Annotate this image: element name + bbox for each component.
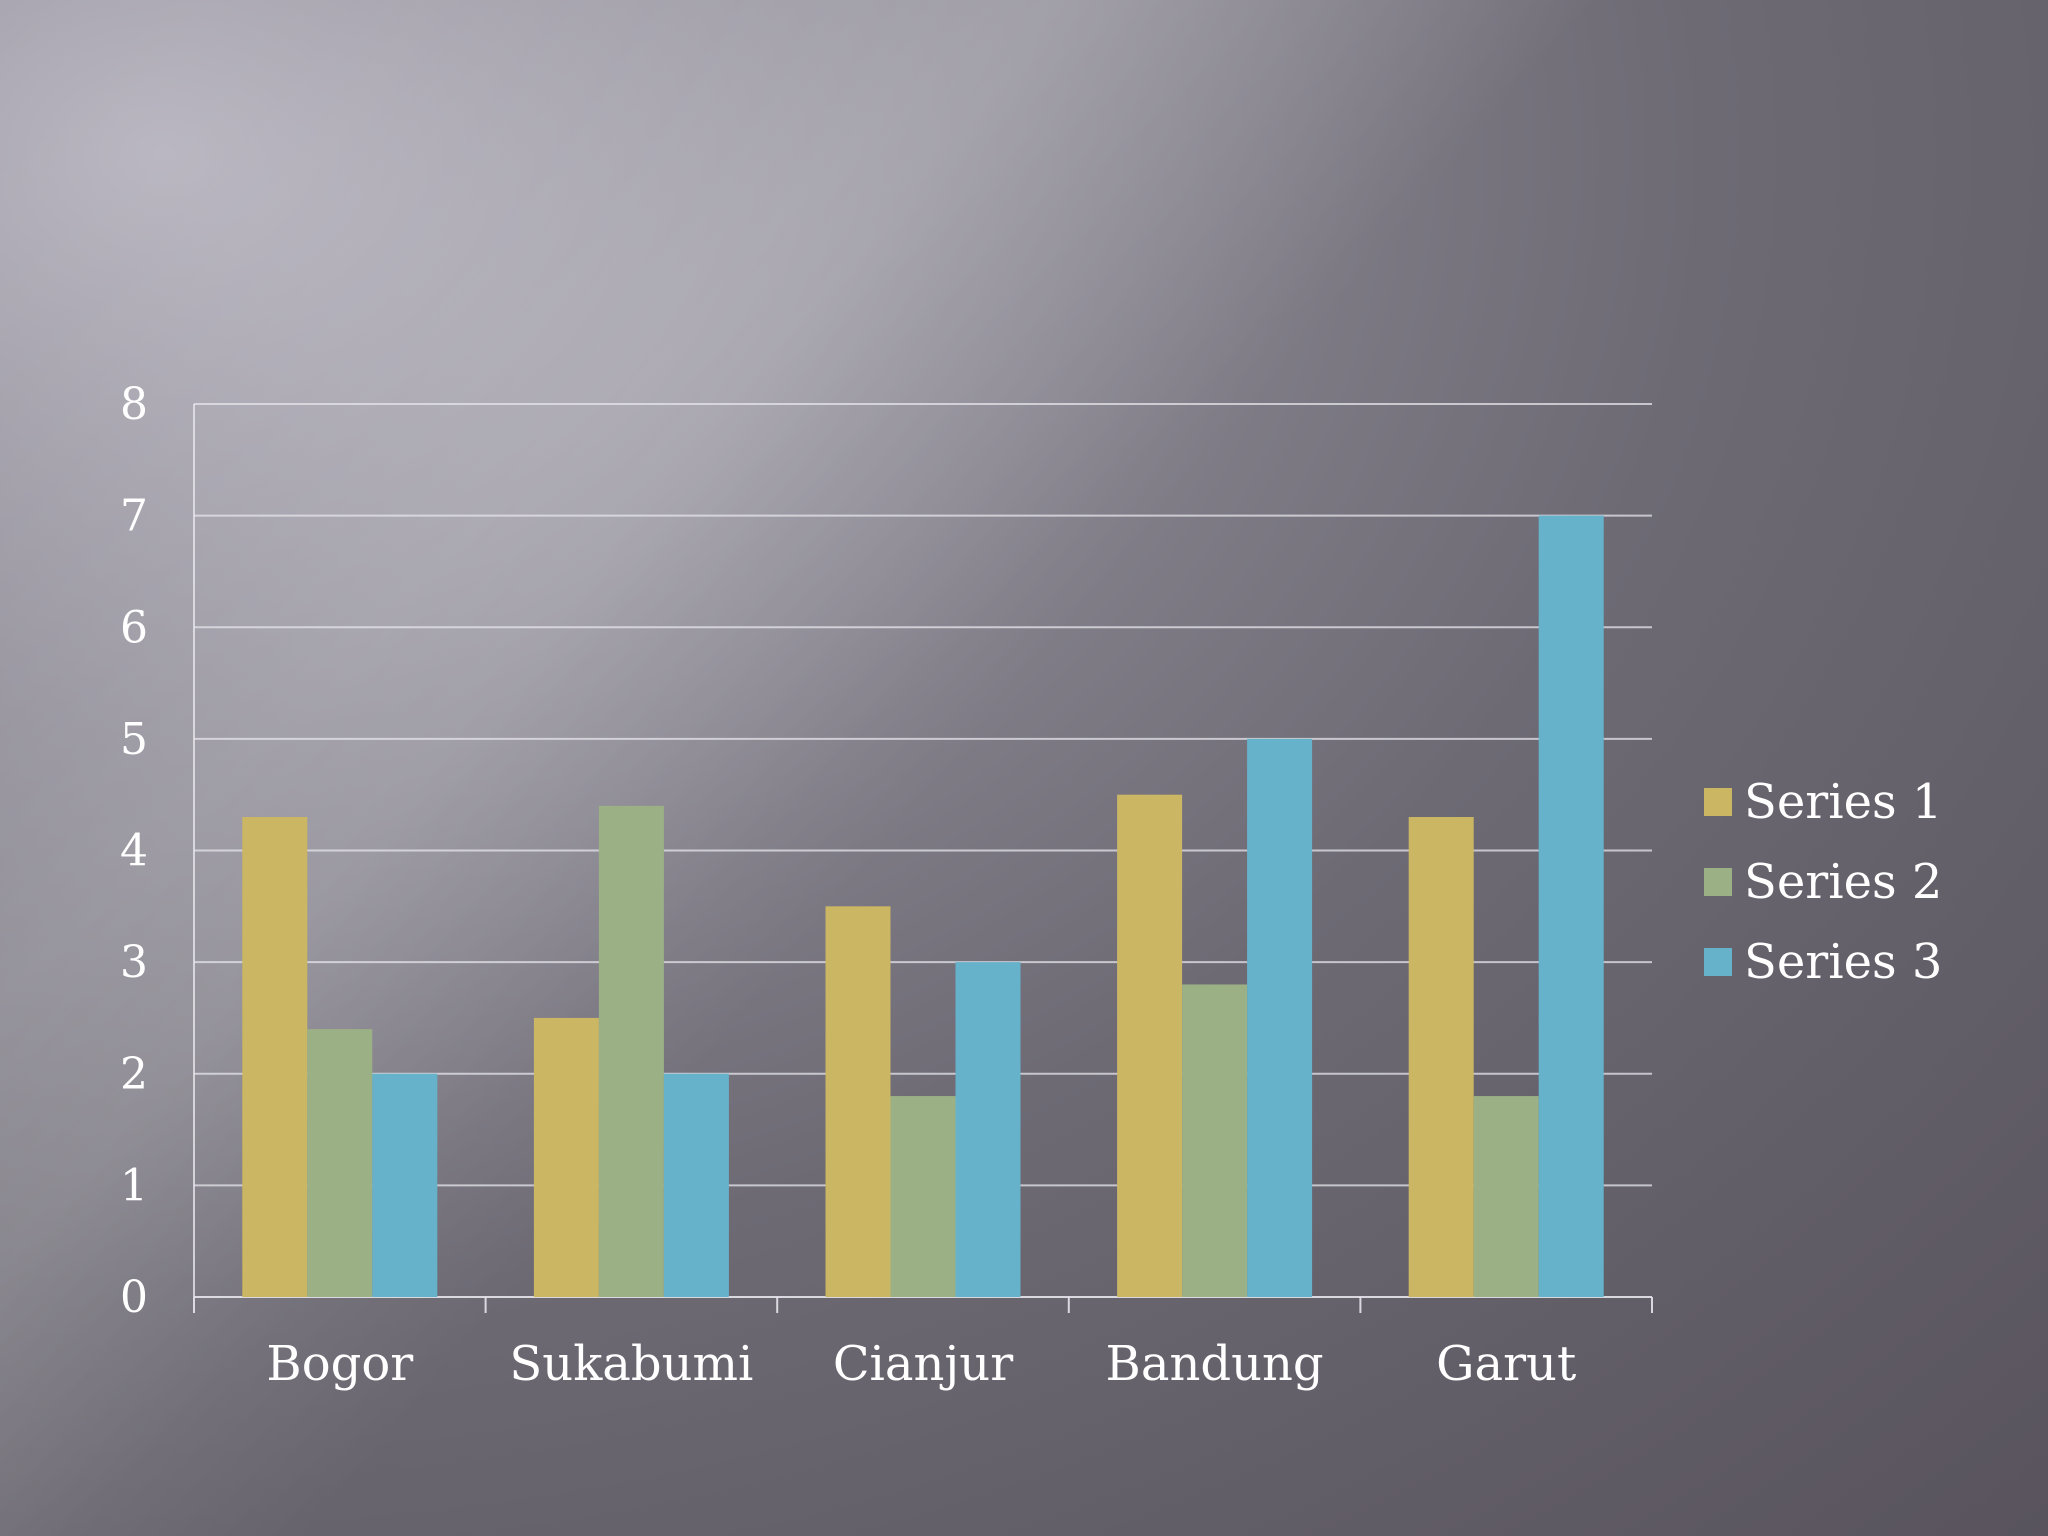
legend: Series 1 Series 2 Series 3 <box>1704 774 1942 990</box>
category-label: Bandung <box>1106 1336 1324 1392</box>
legend-swatch <box>1704 868 1732 896</box>
bar-garut-series-2 <box>1473 1096 1539 1297</box>
bar-sukabumi-series-1 <box>533 1017 599 1297</box>
y-tick-label: 6 <box>120 602 148 653</box>
bar-cianjur-series-3 <box>955 962 1021 1297</box>
bar-bogor-series-2 <box>307 1029 373 1297</box>
bars <box>242 515 1604 1297</box>
bar-cianjur-series-1 <box>825 906 891 1297</box>
bar-bogor-series-3 <box>372 1073 438 1297</box>
y-tick-label: 7 <box>120 491 148 542</box>
y-tick-label: 5 <box>120 714 148 765</box>
y-tick-label: 0 <box>120 1272 148 1323</box>
bar-garut-series-3 <box>1538 515 1604 1297</box>
y-tick-label: 2 <box>120 1049 148 1100</box>
y-tick-label: 1 <box>120 1160 148 1211</box>
category-labels: Bogor Sukabumi Cianjur Bandung Garut <box>266 1336 1576 1392</box>
bar-cianjur-series-2 <box>890 1096 956 1297</box>
y-tick-label: 3 <box>120 937 148 988</box>
y-tick-labels: 0 1 2 3 4 5 6 7 8 <box>120 379 148 1323</box>
category-label: Sukabumi <box>509 1336 753 1392</box>
category-label: Bogor <box>266 1336 413 1392</box>
bar-bandung-series-1 <box>1117 794 1183 1297</box>
bar-bandung-series-2 <box>1182 984 1248 1297</box>
bar-sukabumi-series-2 <box>598 805 664 1297</box>
legend-label: Series 1 <box>1744 774 1942 830</box>
bar-bandung-series-3 <box>1247 738 1313 1297</box>
legend-swatch <box>1704 788 1732 816</box>
legend-swatch <box>1704 948 1732 976</box>
category-label: Cianjur <box>833 1336 1013 1392</box>
category-label: Garut <box>1436 1336 1576 1392</box>
bar-bogor-series-1 <box>242 817 308 1297</box>
y-tick-label: 8 <box>120 379 148 430</box>
y-tick-label: 4 <box>120 826 148 877</box>
legend-label: Series 3 <box>1744 934 1942 990</box>
bar-sukabumi-series-3 <box>663 1073 729 1297</box>
legend-label: Series 2 <box>1744 854 1942 910</box>
bar-garut-series-1 <box>1408 817 1474 1297</box>
